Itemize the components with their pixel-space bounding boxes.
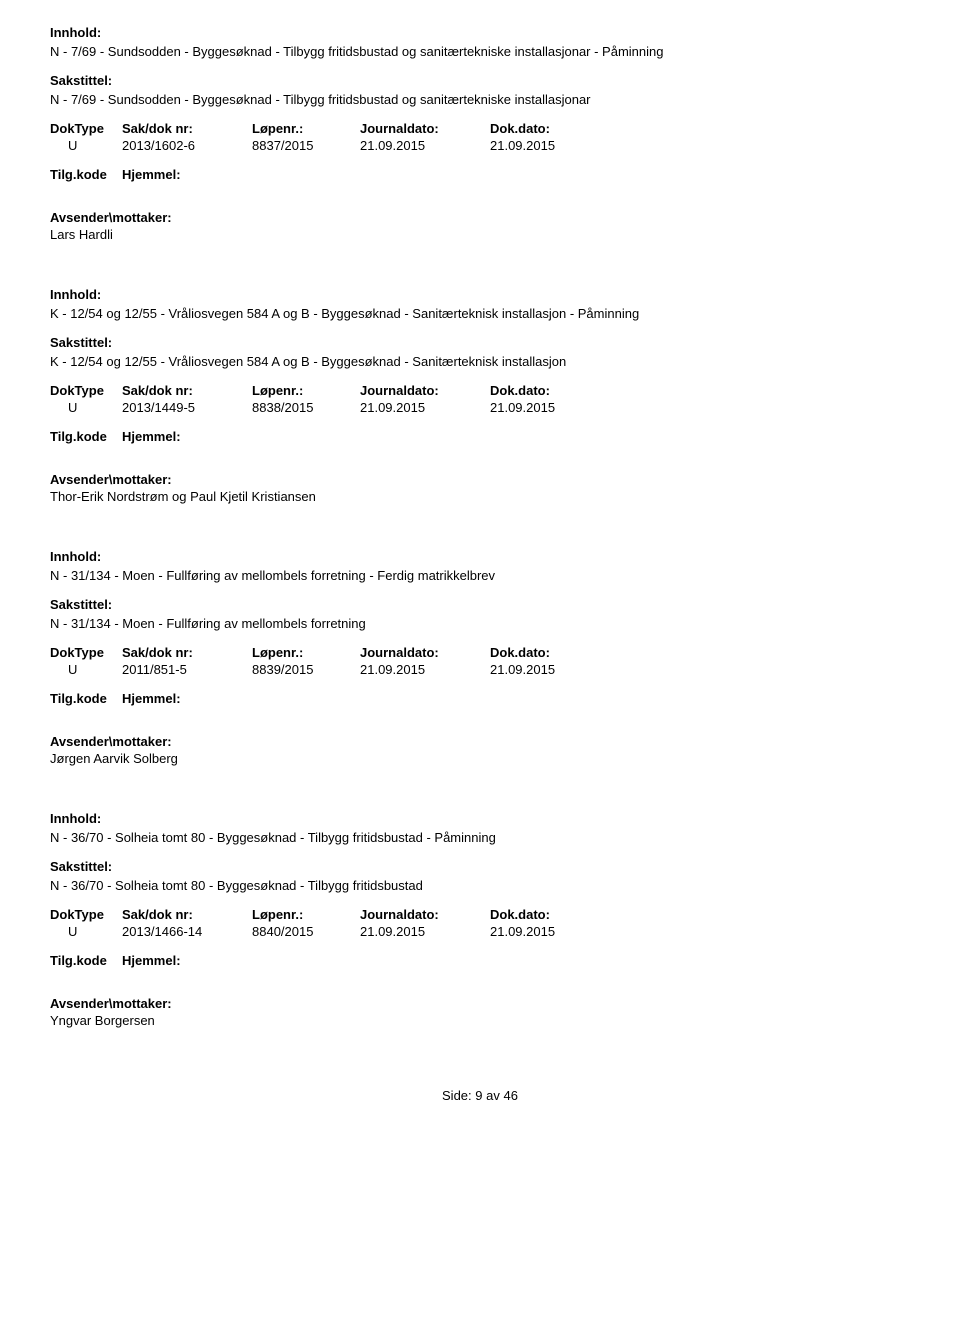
journaldato-header: Journaldato: <box>360 645 490 660</box>
sakstittel-text: N - 7/69 - Sundsodden - Byggesøknad - Ti… <box>50 92 910 107</box>
record: Innhold: N - 31/134 - Moen - Fullføring … <box>50 549 910 766</box>
doktype-value: U <box>50 400 122 415</box>
table-data-row: U 2013/1602-6 8837/2015 21.09.2015 21.09… <box>50 138 910 153</box>
sakstittel-text: N - 36/70 - Solheia tomt 80 - Byggesøkna… <box>50 878 910 893</box>
sakdoknr-value: 2013/1602-6 <box>122 138 252 153</box>
tilgkode-label: Tilg.kode <box>50 953 122 968</box>
tilgkode-row: Tilg.kode Hjemmel: <box>50 167 910 182</box>
page-number: Side: 9 av 46 <box>50 1088 910 1103</box>
doktype-value: U <box>50 662 122 677</box>
sakdoknr-value: 2011/851-5 <box>122 662 252 677</box>
table-data-row: U 2013/1449-5 8838/2015 21.09.2015 21.09… <box>50 400 910 415</box>
innhold-text: N - 7/69 - Sundsodden - Byggesøknad - Ti… <box>50 44 910 59</box>
innhold-label: Innhold: <box>50 25 910 40</box>
tilgkode-row: Tilg.kode Hjemmel: <box>50 953 910 968</box>
innhold-text: N - 31/134 - Moen - Fullføring av mellom… <box>50 568 910 583</box>
table-header-row: DokType Sak/dok nr: Løpenr.: Journaldato… <box>50 907 910 922</box>
tilgkode-label: Tilg.kode <box>50 429 122 444</box>
dokdato-value: 21.09.2015 <box>490 924 620 939</box>
lopenr-value: 8838/2015 <box>252 400 360 415</box>
table-data-row: U 2011/851-5 8839/2015 21.09.2015 21.09.… <box>50 662 910 677</box>
sakdoknr-header: Sak/dok nr: <box>122 907 252 922</box>
record: Innhold: N - 36/70 - Solheia tomt 80 - B… <box>50 811 910 1028</box>
hjemmel-label: Hjemmel: <box>122 691 181 706</box>
table-header-row: DokType Sak/dok nr: Løpenr.: Journaldato… <box>50 121 910 136</box>
side-sep: av <box>486 1088 500 1103</box>
sakstittel-text: N - 31/134 - Moen - Fullføring av mellom… <box>50 616 910 631</box>
sakdoknr-header: Sak/dok nr: <box>122 383 252 398</box>
sakdoknr-header: Sak/dok nr: <box>122 645 252 660</box>
sakstittel-label: Sakstittel: <box>50 73 910 88</box>
avsender-name: Thor-Erik Nordstrøm og Paul Kjetil Krist… <box>50 489 910 504</box>
dokdato-value: 21.09.2015 <box>490 662 620 677</box>
sakdoknr-header: Sak/dok nr: <box>122 121 252 136</box>
avsender-label: Avsender\mottaker: <box>50 734 910 749</box>
doktype-header: DokType <box>50 383 122 398</box>
avsender-label: Avsender\mottaker: <box>50 210 910 225</box>
doktype-header: DokType <box>50 121 122 136</box>
innhold-label: Innhold: <box>50 811 910 826</box>
avsender-name: Yngvar Borgersen <box>50 1013 910 1028</box>
journaldato-header: Journaldato: <box>360 907 490 922</box>
record: Innhold: K - 12/54 og 12/55 - Vråliosveg… <box>50 287 910 504</box>
lopenr-value: 8840/2015 <box>252 924 360 939</box>
hjemmel-label: Hjemmel: <box>122 429 181 444</box>
lopenr-header: Løpenr.: <box>252 383 360 398</box>
lopenr-value: 8837/2015 <box>252 138 360 153</box>
hjemmel-label: Hjemmel: <box>122 953 181 968</box>
doktype-value: U <box>50 138 122 153</box>
sakstittel-label: Sakstittel: <box>50 335 910 350</box>
side-current: 9 <box>475 1088 482 1103</box>
hjemmel-label: Hjemmel: <box>122 167 181 182</box>
sakdoknr-value: 2013/1449-5 <box>122 400 252 415</box>
tilgkode-label: Tilg.kode <box>50 167 122 182</box>
innhold-text: K - 12/54 og 12/55 - Vråliosvegen 584 A … <box>50 306 910 321</box>
dokdato-value: 21.09.2015 <box>490 138 620 153</box>
dokdato-header: Dok.dato: <box>490 645 620 660</box>
innhold-label: Innhold: <box>50 549 910 564</box>
lopenr-header: Løpenr.: <box>252 121 360 136</box>
dokdato-header: Dok.dato: <box>490 383 620 398</box>
sakstittel-label: Sakstittel: <box>50 597 910 612</box>
doktype-header: DokType <box>50 645 122 660</box>
journaldato-value: 21.09.2015 <box>360 924 490 939</box>
sakstittel-text: K - 12/54 og 12/55 - Vråliosvegen 584 A … <box>50 354 910 369</box>
dokdato-header: Dok.dato: <box>490 907 620 922</box>
dokdato-value: 21.09.2015 <box>490 400 620 415</box>
lopenr-header: Løpenr.: <box>252 645 360 660</box>
tilgkode-row: Tilg.kode Hjemmel: <box>50 691 910 706</box>
table-header-row: DokType Sak/dok nr: Løpenr.: Journaldato… <box>50 383 910 398</box>
journaldato-value: 21.09.2015 <box>360 138 490 153</box>
lopenr-header: Løpenr.: <box>252 907 360 922</box>
sakdoknr-value: 2013/1466-14 <box>122 924 252 939</box>
dokdato-header: Dok.dato: <box>490 121 620 136</box>
avsender-label: Avsender\mottaker: <box>50 472 910 487</box>
avsender-name: Jørgen Aarvik Solberg <box>50 751 910 766</box>
avsender-label: Avsender\mottaker: <box>50 996 910 1011</box>
table-data-row: U 2013/1466-14 8840/2015 21.09.2015 21.0… <box>50 924 910 939</box>
journaldato-header: Journaldato: <box>360 121 490 136</box>
journaldato-header: Journaldato: <box>360 383 490 398</box>
lopenr-value: 8839/2015 <box>252 662 360 677</box>
doktype-header: DokType <box>50 907 122 922</box>
table-header-row: DokType Sak/dok nr: Løpenr.: Journaldato… <box>50 645 910 660</box>
sakstittel-label: Sakstittel: <box>50 859 910 874</box>
tilgkode-label: Tilg.kode <box>50 691 122 706</box>
doktype-value: U <box>50 924 122 939</box>
record: Innhold: N - 7/69 - Sundsodden - Byggesø… <box>50 25 910 242</box>
journaldato-value: 21.09.2015 <box>360 662 490 677</box>
side-total: 46 <box>504 1088 518 1103</box>
innhold-label: Innhold: <box>50 287 910 302</box>
avsender-name: Lars Hardli <box>50 227 910 242</box>
tilgkode-row: Tilg.kode Hjemmel: <box>50 429 910 444</box>
innhold-text: N - 36/70 - Solheia tomt 80 - Byggesøkna… <box>50 830 910 845</box>
side-label: Side: <box>442 1088 472 1103</box>
journaldato-value: 21.09.2015 <box>360 400 490 415</box>
